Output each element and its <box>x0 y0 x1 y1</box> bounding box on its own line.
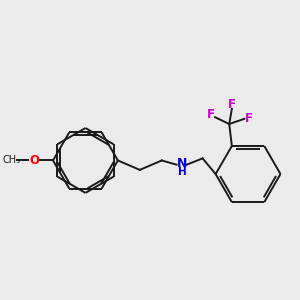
Text: CH₃: CH₃ <box>2 155 20 166</box>
Text: F: F <box>228 98 236 111</box>
Text: F: F <box>245 112 253 125</box>
Text: H: H <box>178 167 187 177</box>
Text: N: N <box>177 157 188 170</box>
Text: F: F <box>207 108 215 121</box>
Text: O: O <box>30 154 40 167</box>
